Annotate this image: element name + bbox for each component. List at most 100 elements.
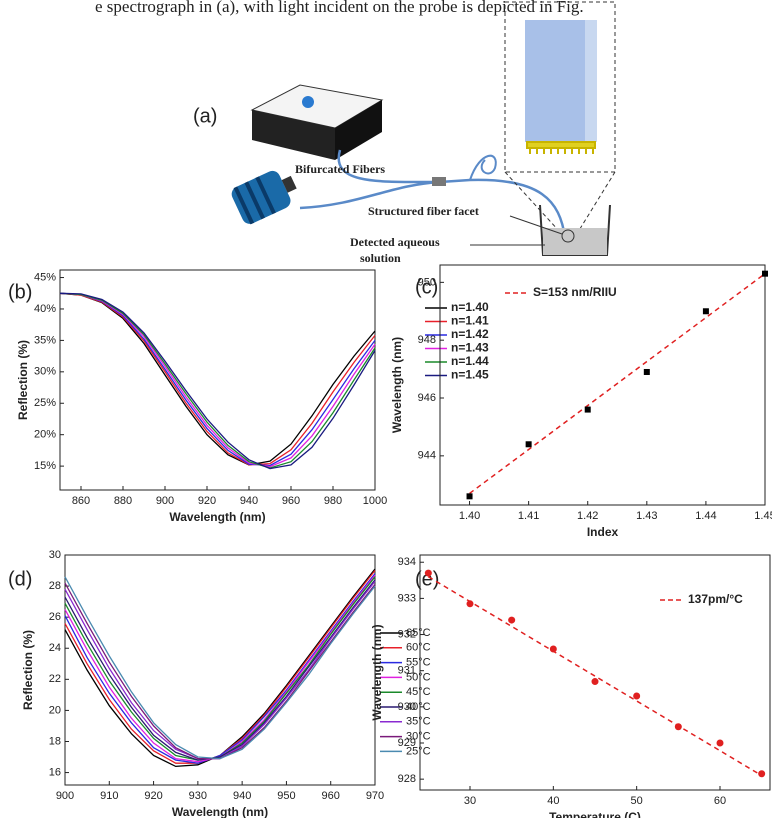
legend-label: 60°C — [406, 642, 431, 654]
y-axis-label: Reflection (%) — [16, 340, 30, 420]
point — [466, 493, 473, 500]
fibers-label: Bifurcated Fibers — [295, 162, 385, 176]
point — [508, 616, 516, 624]
x-tick-label: 1.44 — [695, 510, 716, 522]
y-tick-label: 20 — [49, 704, 61, 716]
series-line — [59, 292, 376, 469]
y-tick-label: 22 — [49, 673, 61, 685]
plot-frame — [419, 554, 771, 791]
fiber-loop — [469, 154, 497, 181]
y-tick-label: 30% — [34, 366, 56, 378]
legend-label: 55°C — [406, 657, 431, 669]
x-tick-label: 960 — [322, 790, 340, 802]
point — [525, 441, 532, 448]
y-tick-label: 30 — [49, 549, 61, 561]
y-tick-label: 946 — [418, 392, 436, 404]
x-tick-label: 60 — [714, 795, 726, 807]
x-tick-label: 940 — [240, 495, 258, 507]
x-tick-label: 40 — [547, 795, 559, 807]
x-tick-label: 50 — [631, 795, 643, 807]
y-tick-label: 930 — [398, 701, 416, 713]
series-line — [59, 292, 376, 467]
x-tick-label: 1.43 — [636, 510, 657, 522]
spectrometer-side — [335, 100, 382, 160]
series-line — [59, 292, 376, 470]
solution-label: Detected aqueous — [350, 235, 440, 249]
y-axis-label: Wavelength (nm) — [370, 624, 384, 720]
legend-label: 40°C — [406, 701, 431, 713]
y-tick-label: 18 — [49, 735, 61, 747]
x-tick-label: 980 — [324, 495, 342, 507]
x-tick-label: 960 — [282, 495, 300, 507]
panel-label: (c) — [415, 276, 438, 298]
facet-mark — [561, 229, 575, 243]
series-line — [59, 292, 376, 466]
x-tick-label: 1.41 — [518, 510, 539, 522]
y-tick-label: 15% — [34, 460, 56, 472]
legend-label: 137pm/°C — [688, 592, 743, 606]
x-tick-label: 910 — [100, 790, 118, 802]
facet-arrow — [509, 215, 563, 235]
y-tick-label: 933 — [398, 592, 416, 604]
facet-label: Structured fiber facet — [368, 204, 479, 218]
point — [674, 723, 682, 731]
point — [549, 645, 557, 653]
series-line — [64, 576, 376, 760]
series-line — [64, 579, 376, 761]
x-tick-label: 920 — [198, 495, 216, 507]
series-line — [59, 292, 376, 468]
series-line — [64, 568, 376, 768]
x-axis-label: Wavelength (nm) — [172, 805, 268, 818]
plot-frame — [64, 554, 376, 786]
point — [466, 600, 474, 608]
series-line — [59, 292, 376, 466]
x-tick-label: 1.45 — [754, 510, 772, 522]
spectrometer-front — [252, 110, 335, 160]
point — [591, 678, 599, 686]
legend-label: 45°C — [406, 686, 431, 698]
y-tick-label: 944 — [418, 450, 436, 462]
legend-label: 25°C — [406, 745, 431, 757]
plot-frame — [59, 269, 376, 491]
header-fragment: e spectrograph in (a), with light incide… — [95, 0, 584, 16]
y-tick-label: 950 — [418, 276, 436, 288]
x-axis-label: Wavelength (nm) — [169, 510, 265, 524]
point — [702, 308, 709, 315]
point — [762, 270, 768, 277]
legend-label: n=1.41 — [451, 314, 489, 328]
y-tick-label: 929 — [398, 737, 416, 749]
plot-frame — [439, 264, 766, 506]
series-line — [64, 580, 376, 760]
series-line — [64, 573, 376, 764]
x-tick-label: 900 — [156, 495, 174, 507]
x-tick-label: 880 — [114, 495, 132, 507]
light-source — [231, 170, 297, 225]
y-tick-label: 932 — [398, 628, 416, 640]
x-tick-label: 970 — [366, 790, 384, 802]
legend-label: S=153 nm/RIIU — [533, 285, 617, 299]
x-tick-label: 1.40 — [459, 510, 480, 522]
y-tick-label: 934 — [398, 556, 416, 568]
logo — [302, 96, 314, 108]
point — [633, 692, 641, 700]
series-line — [64, 570, 376, 764]
y-tick-label: 25% — [34, 397, 56, 409]
x-tick-label: 930 — [189, 790, 207, 802]
x-axis-label: Temperature (C) — [549, 810, 641, 818]
solution-label: solution — [360, 251, 401, 265]
y-tick-label: 931 — [398, 665, 416, 677]
panel-label: (d) — [8, 568, 32, 590]
legend-label: n=1.44 — [451, 354, 489, 368]
y-tick-label: 16 — [49, 766, 61, 778]
legend-label: n=1.42 — [451, 327, 489, 341]
fit-line — [469, 273, 766, 495]
legend-label: 35°C — [406, 716, 431, 728]
x-tick-label: 30 — [464, 795, 476, 807]
legend-label: 50°C — [406, 671, 431, 683]
legend-label: n=1.40 — [451, 300, 489, 314]
legend-label: 65°C — [406, 627, 431, 639]
y-tick-label: 45% — [34, 271, 56, 283]
y-axis-label: Wavelength (nm) — [390, 337, 404, 433]
x-tick-label: 920 — [144, 790, 162, 802]
